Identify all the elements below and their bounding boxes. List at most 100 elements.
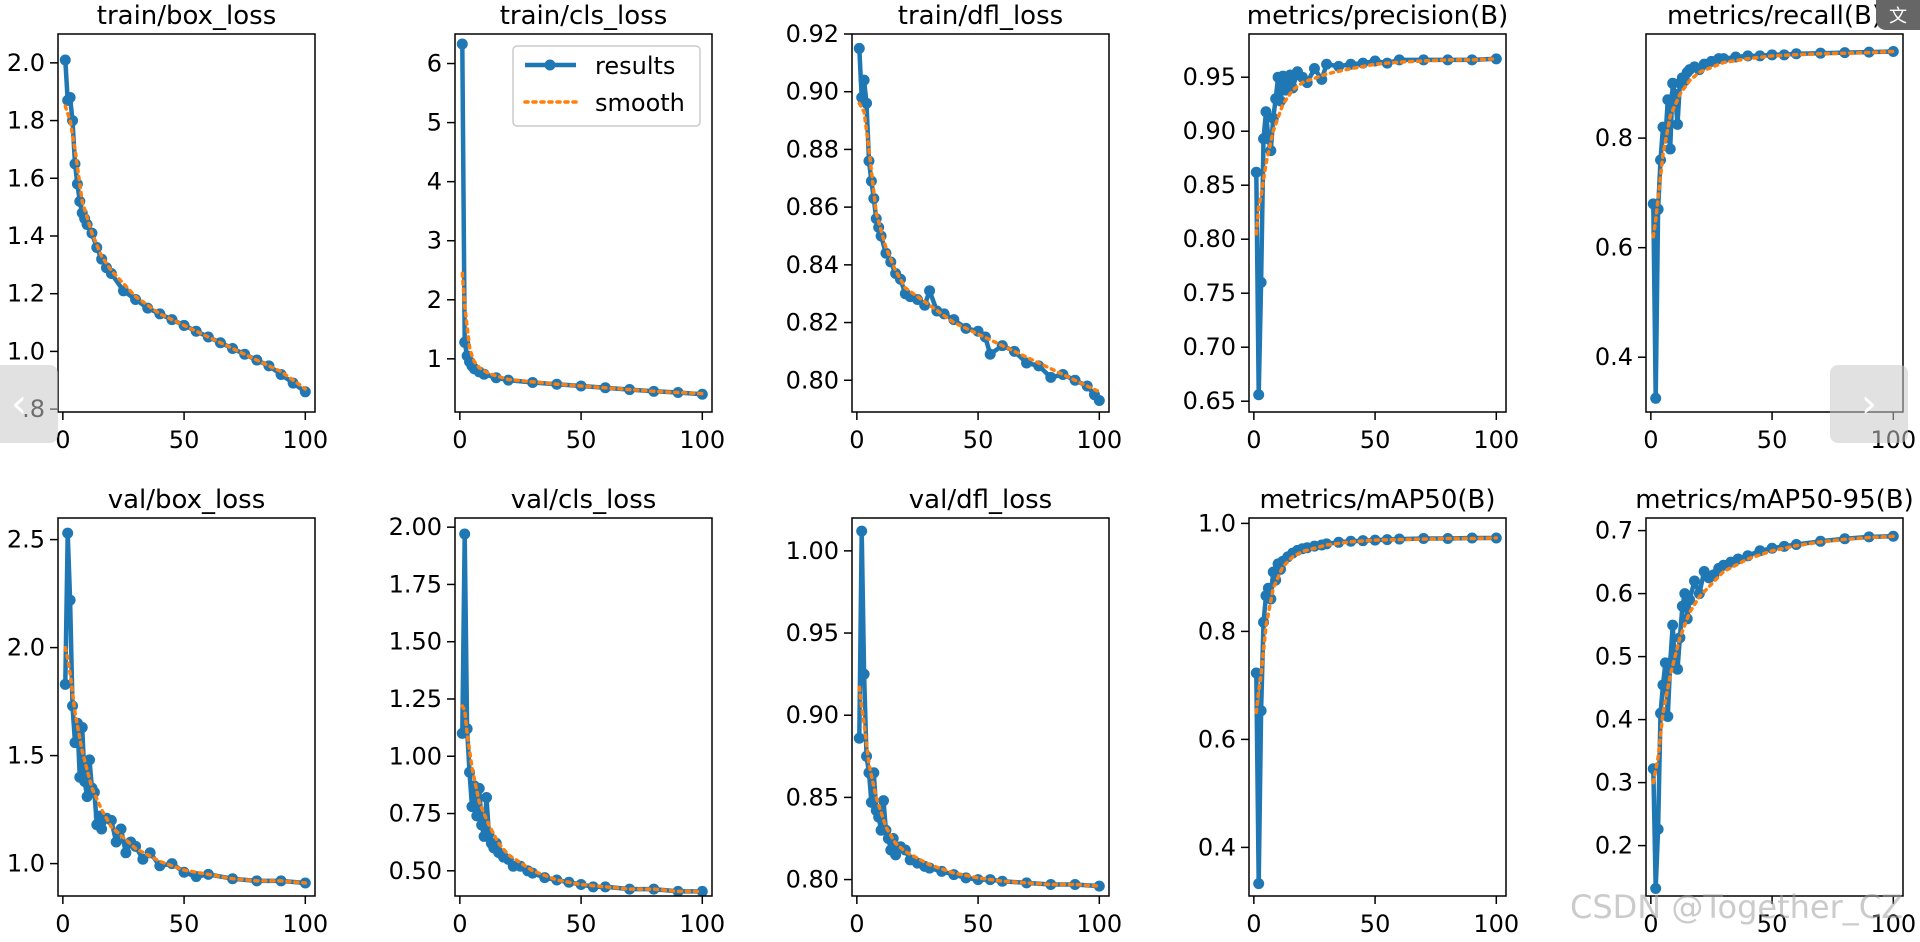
chart-val-box-loss: val/box_loss 0 50 100 1.0 1.5 2.0 2.5 — [7, 485, 328, 938]
chart-title: train/cls_loss — [500, 1, 668, 31]
series-line-smooth — [1254, 536, 1499, 715]
data-point — [137, 853, 149, 865]
data-point — [696, 885, 708, 896]
series-line-smooth — [460, 271, 705, 396]
series-line-smooth — [63, 104, 308, 391]
series-line-smooth — [857, 685, 1102, 888]
chart-title: val/dfl_loss — [909, 485, 1052, 515]
data-point — [476, 819, 488, 831]
data-point — [856, 525, 868, 537]
data-point — [1250, 667, 1262, 679]
data-point — [1255, 705, 1267, 717]
data-point — [1253, 389, 1265, 401]
y-tick-label: 0.90 — [1183, 117, 1236, 145]
plot-frame — [1645, 33, 1904, 413]
y-tick-label: 1.25 — [389, 685, 442, 713]
series-line-results — [1254, 56, 1497, 397]
series-line-results — [63, 59, 307, 394]
chart-metrics-map50-b: metrics/mAP50(B) 0 50 100 0.4 0.6 0.8 1.0 — [1198, 485, 1519, 938]
y-tick-label: 1.2 — [7, 280, 45, 308]
chevron-right-icon: › — [1861, 381, 1877, 427]
translate-tool-button[interactable]: 文 — [1876, 0, 1920, 30]
data-point — [471, 810, 483, 822]
chart-metrics-map50-95-b: metrics/mAP50-95(B) 0 50 100 0.2 0.3 0.4 0.5 0.6… — [1595, 485, 1916, 938]
data-point — [1275, 95, 1287, 107]
chart-val-cls-loss: val/cls_loss 0 50 100 0.50 0.75 1.00 1.25 1.50 1.… — [389, 485, 726, 938]
y-tick-label: 1.50 — [389, 628, 442, 656]
plot-area — [456, 528, 708, 896]
plot-frame — [1248, 33, 1507, 413]
data-point — [1250, 166, 1262, 178]
data-point — [79, 776, 91, 788]
x-tick-label: 100 — [282, 910, 328, 938]
series-line-smooth — [63, 645, 308, 885]
plot-area — [853, 42, 1105, 406]
chart-val-dfl-loss: val/dfl_loss 0 50 100 0.80 0.85 0.90 0.95 1.00 — [786, 485, 1123, 938]
plot-frame — [454, 33, 713, 413]
y-tick-label: 1.5 — [7, 742, 45, 770]
data-point — [858, 668, 870, 680]
y-tick-label: 3 — [427, 227, 442, 255]
data-point — [1664, 143, 1676, 155]
data-point — [1676, 600, 1688, 612]
prev-image-button[interactable]: ‹ — [0, 365, 58, 443]
data-point — [924, 285, 936, 297]
y-tick-label: 6 — [427, 50, 442, 78]
chart-title: metrics/recall(B) — [1667, 1, 1882, 31]
chart-train-dfl-loss: train/dfl_loss 0 50 100 0.80 0.82 0.84 0.86 0.88… — [786, 1, 1123, 454]
y-tick-label: 0.90 — [786, 701, 839, 729]
x-tick-label: 0 — [1643, 910, 1658, 938]
x-tick-label: 0 — [452, 426, 467, 454]
legend-results-label: results — [595, 52, 675, 80]
next-image-button[interactable]: › — [1830, 365, 1908, 443]
x-tick-label: 100 — [1473, 910, 1519, 938]
plot-area — [1647, 46, 1899, 404]
data-point — [466, 801, 478, 813]
x-tick-label: 50 — [963, 910, 994, 938]
data-point — [878, 795, 890, 807]
data-point — [1253, 878, 1265, 890]
x-tick-label: 100 — [282, 426, 328, 454]
x-tick-label: 50 — [566, 910, 597, 938]
y-tick-label: 0.86 — [786, 193, 839, 221]
series-line-results — [857, 528, 1100, 889]
y-tick-label: 4 — [427, 168, 442, 196]
data-point — [984, 348, 996, 360]
series-line-results — [857, 48, 1102, 402]
data-point — [120, 847, 132, 859]
chart-title: metrics/precision(B) — [1247, 1, 1508, 31]
plot-frame — [57, 517, 316, 897]
data-point — [110, 836, 122, 848]
x-tick-label: 0 — [1246, 910, 1261, 938]
x-tick-label: 50 — [1757, 910, 1788, 938]
data-point — [1672, 118, 1684, 130]
data-point — [996, 875, 1008, 887]
series-line-smooth — [1254, 57, 1499, 236]
y-tick-label: 0.50 — [389, 857, 442, 885]
x-tick-label: 100 — [679, 426, 725, 454]
series-line-results — [460, 531, 703, 894]
y-tick-label: 1.0 — [1198, 509, 1236, 537]
plot-frame — [851, 33, 1110, 413]
x-tick-label: 100 — [1076, 426, 1122, 454]
x-tick-label: 50 — [1360, 426, 1391, 454]
x-tick-label: 100 — [1473, 426, 1519, 454]
data-point — [1093, 880, 1105, 892]
data-point — [1045, 878, 1057, 890]
y-tick-label: 0.80 — [786, 866, 839, 894]
series-line-results — [1254, 535, 1497, 886]
plot-area — [1250, 532, 1502, 890]
data-point — [924, 862, 936, 874]
data-point — [1669, 88, 1681, 100]
data-point — [1657, 121, 1669, 133]
plot-area — [1647, 530, 1899, 894]
y-tick-label: 0.75 — [389, 800, 442, 828]
data-point — [1650, 882, 1662, 894]
plot-frame — [851, 517, 1110, 897]
x-tick-label: 50 — [1360, 910, 1391, 938]
data-point — [1657, 679, 1669, 691]
y-tick-label: 2.5 — [7, 526, 45, 554]
data-point — [96, 823, 108, 835]
y-tick-label: 0.85 — [1183, 171, 1236, 199]
